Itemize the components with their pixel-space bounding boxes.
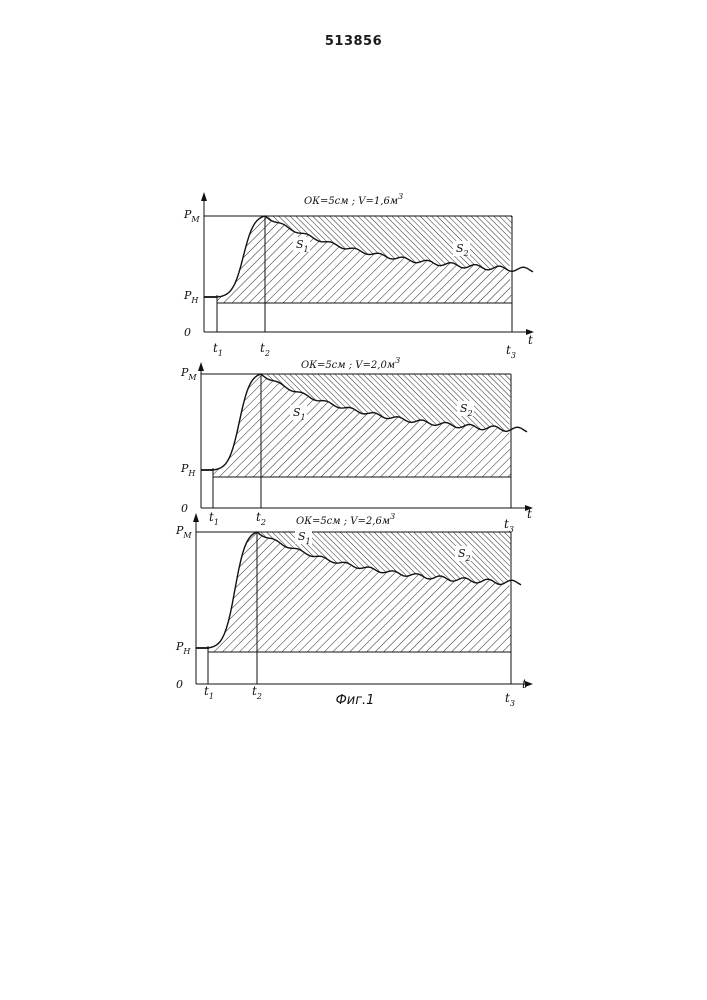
y-tick-label-max-sub: М [187, 373, 197, 382]
y-tick-label-initial-sub: Н [190, 296, 199, 305]
x-tick-label-t1: t1 [209, 510, 219, 527]
x-tick-label-t3: t3 [504, 517, 514, 534]
x-tick-label-t3-sub: 3 [511, 351, 516, 360]
region-label-s1-sub: 1 [304, 245, 309, 254]
x-tick-label-t2-sub: 2 [260, 518, 266, 527]
chart-annotation: ОК=5см ; V=2,6м3 [296, 512, 395, 527]
y-tick-label-initial: PН [175, 640, 191, 656]
x-tick-label-t1-sub: 1 [214, 518, 219, 527]
y-tick-label-zero-main: 0 [176, 678, 183, 691]
chart-annotation: ОК=5см ; V=2,0м3 [301, 356, 400, 371]
region-label-s2-sub: 2 [467, 409, 473, 418]
y-tick-label-initial-sub: Н [187, 469, 196, 478]
x-tick-label-t1-sub: 1 [218, 349, 223, 358]
x-tick-label-t3-sub: 3 [510, 699, 515, 708]
annotation-text: ОК=5см ; V=2,6м [296, 516, 390, 527]
x-tick-label-t1-sub: 1 [209, 692, 214, 701]
x-axis-label: t [527, 507, 532, 521]
region-label-s2-sub: 2 [465, 554, 471, 563]
region-label-s2-sub: 2 [463, 249, 469, 258]
y-axis-arrow [193, 513, 199, 522]
x-tick-label-t2: t2 [260, 341, 270, 358]
y-tick-label-max-sub: М [190, 215, 200, 224]
figure-caption: Фиг.1 [336, 693, 375, 708]
x-tick-label-t2-sub: 2 [264, 349, 270, 358]
x-tick-label-t1: t1 [204, 684, 214, 701]
region-label-s1-sub: 1 [301, 413, 306, 422]
annotation-superscript: 3 [395, 356, 400, 365]
y-tick-label-max: PМ [175, 524, 192, 540]
y-axis-arrow [201, 192, 207, 201]
y-tick-label-initial-sub: Н [182, 647, 191, 656]
x-tick-label-t1: t1 [213, 341, 223, 358]
y-tick-label-initial: PН [180, 462, 196, 478]
x-tick-label-t2: t2 [256, 510, 266, 527]
y-tick-label-zero-main: 0 [184, 326, 191, 339]
y-tick-label-max-sub: М [182, 531, 192, 540]
y-tick-label-max: PМ [183, 208, 200, 224]
x-axis-label: t [528, 333, 533, 347]
chart-annotation: ОК=5см ; V=1,6м3 [304, 192, 403, 207]
y-tick-label-max: PМ [180, 366, 197, 382]
y-tick-label-zero: 0 [184, 326, 191, 339]
x-axis-label: t [522, 677, 527, 691]
y-axis-arrow [198, 362, 204, 371]
x-tick-label-t3: t3 [505, 691, 515, 708]
annotation-superscript: 3 [398, 192, 403, 201]
annotation-superscript: 3 [390, 512, 395, 521]
x-tick-label-t2-sub: 2 [256, 692, 262, 701]
annotation-text: ОК=5см ; V=2,0м [301, 360, 395, 371]
pressure-chart-3: ОК=5см ; V=2,6м3PМPН0t1t2t3tS1S2 [175, 512, 533, 708]
pressure-chart-2: ОК=5см ; V=2,0м3PМPН0t1t2t3tS1S2 [180, 356, 533, 534]
y-tick-label-initial: PН [183, 289, 199, 305]
x-tick-label-t2: t2 [252, 684, 262, 701]
y-tick-label-zero-main: 0 [181, 502, 188, 515]
region-label-s1-sub: 1 [306, 537, 311, 546]
x-tick-label-t3: t3 [506, 343, 516, 360]
pressure-chart-1: ОК=5см ; V=1,6м3PМPН0t1t2t3tS1S2 [183, 192, 534, 360]
y-tick-label-zero: 0 [181, 502, 188, 515]
annotation-text: ОК=5см ; V=1,6м [304, 196, 398, 207]
y-tick-label-zero: 0 [176, 678, 183, 691]
